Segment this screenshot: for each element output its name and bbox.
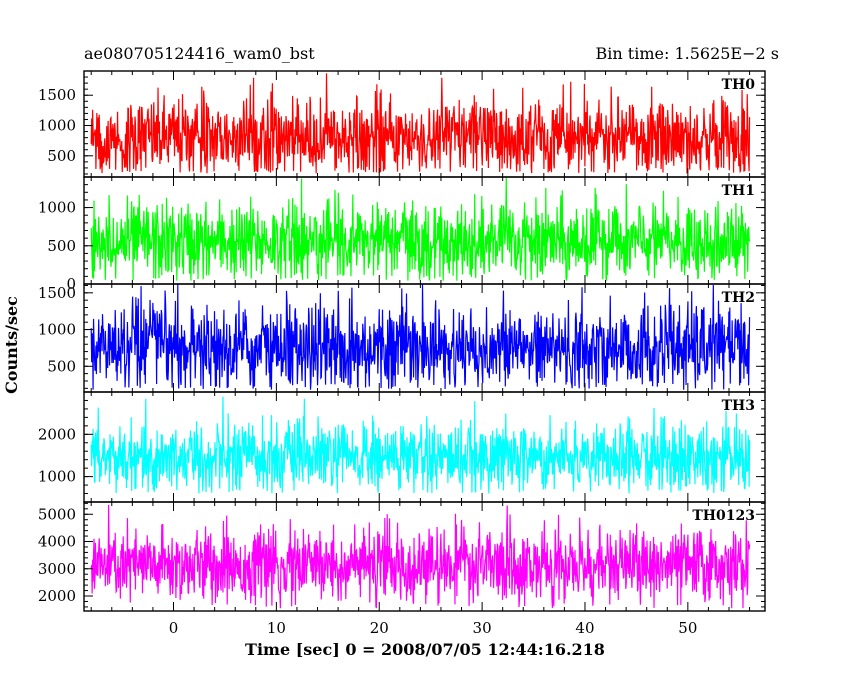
- panel-th3: 1000 2000 TH3: [38, 391, 766, 503]
- x-axis-label: Time [sec] 0 = 2008/07/05 12:44:16.218: [245, 640, 605, 659]
- plot-title: ae080705124416_wam0_bst: [84, 44, 315, 63]
- y-tick-label: 2000: [38, 587, 76, 605]
- panel-label: TH2: [722, 290, 755, 306]
- bin-time-label: Bin time: 1.5625E−2 s: [596, 44, 779, 63]
- panel-label: TH3: [722, 398, 755, 414]
- y-tick-label: 1000: [38, 321, 76, 339]
- series-th3-line: [90, 396, 751, 494]
- x-tick-label: 0: [169, 619, 179, 637]
- y-tick-label: 500: [47, 237, 76, 255]
- y-axis-label: Counts/sec: [2, 296, 21, 394]
- panel-label: TH0123: [692, 508, 755, 524]
- x-tick-label: 40: [575, 619, 594, 637]
- x-tick-label: 30: [473, 619, 492, 637]
- y-tick-label: 500: [47, 147, 76, 165]
- panel-th0123: 2000 3000 4000 5000 TH0123: [38, 501, 766, 612]
- panel-th0: 500 1000 1500 TH0: [38, 70, 766, 178]
- y-tick-label: 1000: [38, 199, 76, 217]
- y-tick-label: 3000: [38, 560, 76, 578]
- panel-th2: 500 1000 1500 TH2: [38, 283, 766, 393]
- panel-th1: 0 500 1000 TH1: [38, 176, 766, 293]
- series-th2-line: [90, 284, 751, 390]
- y-tick-label: 5000: [38, 505, 76, 523]
- panel-label: TH0: [722, 77, 756, 93]
- y-tick-label: 1500: [38, 284, 76, 302]
- y-tick-label: 1500: [38, 86, 76, 104]
- x-tick-label: 10: [267, 619, 286, 637]
- series-th0123-line: [90, 504, 751, 609]
- y-tick-label: 1000: [38, 468, 76, 486]
- panels-group: 500 1000 1500 TH0 0 500 1000 TH1 500 1000 1500 TH2 1…: [38, 70, 766, 612]
- x-axis: 0 10 20 30 40 50: [169, 619, 698, 637]
- y-tick-label: 4000: [38, 533, 76, 551]
- series-th0-line: [90, 73, 751, 175]
- x-tick-label: 50: [678, 619, 697, 637]
- y-tick-label: 1000: [38, 117, 76, 135]
- x-tick-label: 20: [370, 619, 389, 637]
- y-tick-label: 2000: [38, 425, 76, 443]
- panel-frame: [83, 501, 766, 612]
- panel-label: TH1: [722, 183, 755, 199]
- y-tick-label: 0: [66, 275, 76, 293]
- series-th1-line: [90, 177, 751, 282]
- y-tick-label: 500: [47, 357, 76, 375]
